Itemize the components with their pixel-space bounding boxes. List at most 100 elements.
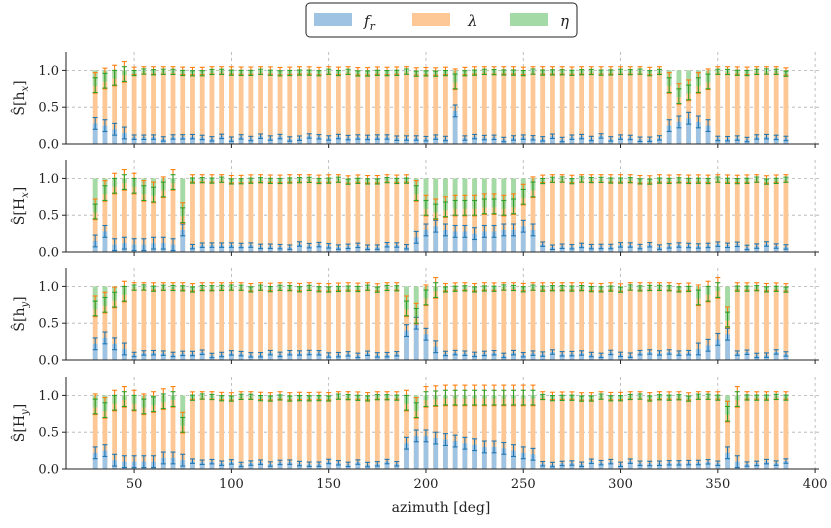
bar-fr <box>267 138 273 144</box>
bar-lambda <box>160 178 166 252</box>
bar-fr <box>783 461 789 469</box>
bar-lambda <box>764 178 769 252</box>
bar-lambda <box>287 286 293 360</box>
bar-fr <box>102 337 108 360</box>
bar-lambda <box>121 395 127 469</box>
legend-label-fr: fr <box>363 12 376 33</box>
bar-lambda <box>520 286 526 360</box>
y-tick-label: 0.0 <box>38 463 59 478</box>
bar-lambda <box>511 178 516 252</box>
bar-fr <box>170 354 176 360</box>
bar-fr <box>190 353 195 360</box>
bar-fr <box>374 137 380 144</box>
bar-lambda <box>627 178 633 252</box>
bar-lambda <box>151 70 156 144</box>
bar-lambda <box>686 286 692 360</box>
bar-fr <box>627 137 633 144</box>
bar-fr <box>686 118 692 144</box>
bar-lambda <box>550 70 555 144</box>
bar-eta <box>423 178 429 209</box>
bar-lambda <box>326 286 332 360</box>
bar-lambda <box>666 178 672 252</box>
bar-lambda <box>365 286 370 360</box>
y-tick-label: 0.0 <box>38 354 59 369</box>
bar-fr <box>160 353 166 360</box>
bar-lambda <box>637 178 643 252</box>
x-tick-label: 400 <box>803 477 828 492</box>
bar-fr <box>151 352 156 360</box>
y-tick-label: 1.0 <box>38 64 59 79</box>
bar-fr <box>676 245 682 252</box>
y-tick-label: 1.0 <box>38 172 59 187</box>
bar-lambda <box>306 395 312 469</box>
bar-lambda <box>481 395 487 469</box>
bar-lambda <box>754 395 760 469</box>
bar-fr <box>297 138 302 144</box>
x-tick-label: 300 <box>608 477 633 492</box>
x-tick-label: 150 <box>316 477 341 492</box>
bar-fr <box>316 352 322 360</box>
bar-fr <box>472 233 478 252</box>
bar-lambda <box>228 395 234 469</box>
bar-lambda <box>355 286 361 360</box>
bar-lambda <box>559 286 565 360</box>
bar-fr <box>267 352 273 360</box>
bar-lambda <box>754 70 760 144</box>
bar-lambda <box>569 286 575 360</box>
bar-lambda <box>384 178 390 252</box>
bar-fr <box>199 245 205 252</box>
bar-fr <box>715 339 721 360</box>
bar-lambda <box>277 286 283 360</box>
bar-lambda <box>112 286 118 360</box>
bar-lambda <box>481 178 487 252</box>
bar-eta <box>443 178 448 211</box>
bar-fr <box>511 137 516 144</box>
bar-eta <box>180 178 186 217</box>
bar-fr <box>258 246 263 252</box>
bar-lambda <box>657 286 662 360</box>
bar-lambda <box>433 70 439 144</box>
bar-fr <box>199 352 205 360</box>
bar-fr <box>686 462 692 469</box>
bar-fr <box>219 463 225 469</box>
bar-fr <box>734 138 740 144</box>
bar-lambda <box>384 286 390 360</box>
bar-lambda <box>170 286 176 360</box>
bar-lambda <box>627 286 633 360</box>
bar-fr <box>540 354 546 360</box>
bar-fr <box>686 352 692 360</box>
bar-fr <box>297 244 302 252</box>
bar-lambda <box>754 178 760 252</box>
bar-fr <box>355 245 361 252</box>
bar-fr <box>598 246 604 252</box>
bar-fr <box>277 462 283 469</box>
bar-lambda <box>637 70 643 144</box>
bar-lambda <box>530 70 536 144</box>
bar-fr <box>219 136 225 144</box>
bar-lambda <box>287 70 293 144</box>
bar-fr <box>151 137 156 144</box>
bar-fr <box>316 244 322 252</box>
bar-lambda <box>491 70 497 144</box>
bar-fr <box>365 137 370 144</box>
legend-swatch-eta <box>510 13 548 26</box>
bar-fr <box>287 462 293 469</box>
bar-lambda <box>336 395 341 469</box>
bar-fr <box>550 352 555 360</box>
y-tick-label: 0.0 <box>38 246 59 261</box>
bar-lambda <box>666 286 672 360</box>
bar-fr <box>550 136 555 144</box>
bar-fr <box>666 245 672 252</box>
bar-fr <box>695 245 701 252</box>
bar-lambda <box>773 286 779 360</box>
bar-fr <box>666 462 672 469</box>
bar-fr <box>267 246 273 252</box>
bar-lambda <box>588 395 594 469</box>
bar-fr <box>394 138 400 144</box>
bar-lambda <box>695 70 701 144</box>
bar-fr <box>258 136 263 144</box>
bar-fr <box>734 353 740 360</box>
bar-lambda <box>404 286 409 360</box>
bar-lambda <box>579 70 585 144</box>
bar-fr <box>219 245 225 252</box>
